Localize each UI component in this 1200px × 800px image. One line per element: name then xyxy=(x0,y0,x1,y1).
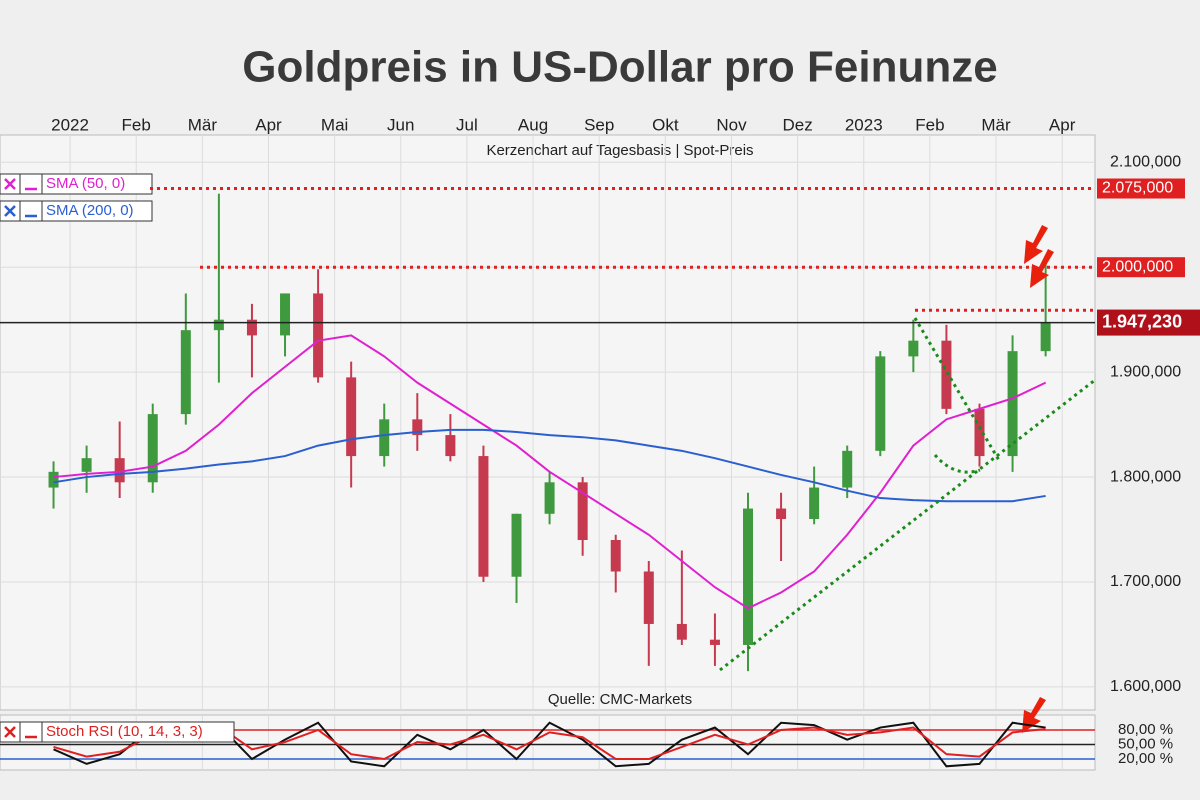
level-label-box xyxy=(1097,309,1200,336)
x-tick-label: Okt xyxy=(652,115,679,134)
candle-body xyxy=(346,377,357,457)
candle-body xyxy=(213,319,224,331)
y-tick-label: 2.100,000 xyxy=(1110,153,1181,170)
source: Quelle: CMC-Markets xyxy=(548,691,692,708)
x-tick-label: Apr xyxy=(1049,115,1076,134)
candle-body xyxy=(941,340,952,409)
x-tick-label: Mai xyxy=(321,115,348,134)
y-tick-label: 1.800,000 xyxy=(1110,468,1181,485)
candle-body xyxy=(544,482,555,514)
legend-x xyxy=(4,178,16,190)
candle-body xyxy=(1007,351,1018,457)
x-tick-label: 2023 xyxy=(845,115,883,134)
legend-box xyxy=(41,721,235,743)
candle-body xyxy=(842,450,853,488)
candle-body xyxy=(81,458,92,472)
legend-label: SMA (200, 0) xyxy=(46,202,134,219)
chart-title: Goldpreis in US-Dollar pro Feinunze xyxy=(242,43,997,92)
x-tick-label: Aug xyxy=(518,115,548,134)
x-tick-label: Mär xyxy=(188,115,218,134)
legend-label: SMA (50, 0) xyxy=(46,175,125,192)
candle-body xyxy=(743,508,754,645)
candle-body xyxy=(1040,322,1051,352)
candle-body xyxy=(577,482,588,541)
y-tick-label: 1.700,000 xyxy=(1110,573,1181,590)
candle-body xyxy=(313,293,324,378)
y-tick-label: 1.600,000 xyxy=(1110,678,1181,695)
sma-line xyxy=(53,334,1047,610)
level-label: 2.000,000 xyxy=(1102,258,1173,275)
legend-x xyxy=(4,726,16,738)
plot xyxy=(48,193,1051,672)
candle-body xyxy=(379,419,390,457)
candle-body xyxy=(114,458,125,483)
x-tick-label: Sep xyxy=(584,115,614,134)
candle-body xyxy=(478,456,489,577)
candle-body xyxy=(147,414,158,483)
y-tick-label: 50,00 % xyxy=(1118,735,1173,752)
sma-line xyxy=(53,428,1046,503)
x-tick-label: Jul xyxy=(456,115,478,134)
candle-body xyxy=(908,340,919,357)
subtitle: Kerzenchart auf Tagesbasis | Spot-Preis xyxy=(486,142,753,159)
level-label: 2.075,000 xyxy=(1102,180,1173,197)
candle-body xyxy=(974,408,985,457)
level-label-box xyxy=(1097,257,1185,278)
y-tick-label: 20,00 % xyxy=(1118,750,1173,767)
candle-body xyxy=(643,571,654,624)
legend-x xyxy=(4,205,16,217)
arrow xyxy=(1024,225,1048,264)
level-label-box xyxy=(1097,178,1185,199)
candle-body xyxy=(610,540,621,572)
legend-box xyxy=(19,173,43,195)
candle-body xyxy=(776,508,787,520)
legend-box xyxy=(41,173,153,195)
candle-body xyxy=(709,639,720,645)
x-tick-label: Apr xyxy=(255,115,282,134)
x-tick-label: Feb xyxy=(915,115,944,134)
legend-box xyxy=(19,721,43,743)
x-tick-label: Dez xyxy=(782,115,812,134)
y-tick-label: 1.900,000 xyxy=(1110,363,1181,380)
candle-body xyxy=(412,419,423,436)
candle-body xyxy=(445,435,456,457)
stoch-title: Stoch RSI (10, 14, 3, 3) xyxy=(46,723,203,740)
legend-box xyxy=(19,200,43,222)
trendline xyxy=(719,378,1096,672)
candle-body xyxy=(48,471,59,488)
legend-box xyxy=(41,200,153,222)
candle-body xyxy=(511,513,522,577)
x-tick-label: 2022 xyxy=(51,115,89,134)
y-tick-label: 80,00 % xyxy=(1118,721,1173,738)
candle-body xyxy=(280,293,291,336)
candle-body xyxy=(809,487,820,520)
candle-body xyxy=(246,319,257,336)
x-tick-label: Jun xyxy=(387,115,414,134)
price-pane xyxy=(0,134,1096,711)
x-tick-label: Nov xyxy=(716,115,747,134)
x-tick-label: Feb xyxy=(122,115,151,134)
candle-body xyxy=(676,623,687,640)
candle-body xyxy=(180,330,191,415)
level-label: 1.947,230 xyxy=(1102,311,1182,331)
candle-body xyxy=(875,356,886,451)
x-tick-label: Mär xyxy=(981,115,1011,134)
